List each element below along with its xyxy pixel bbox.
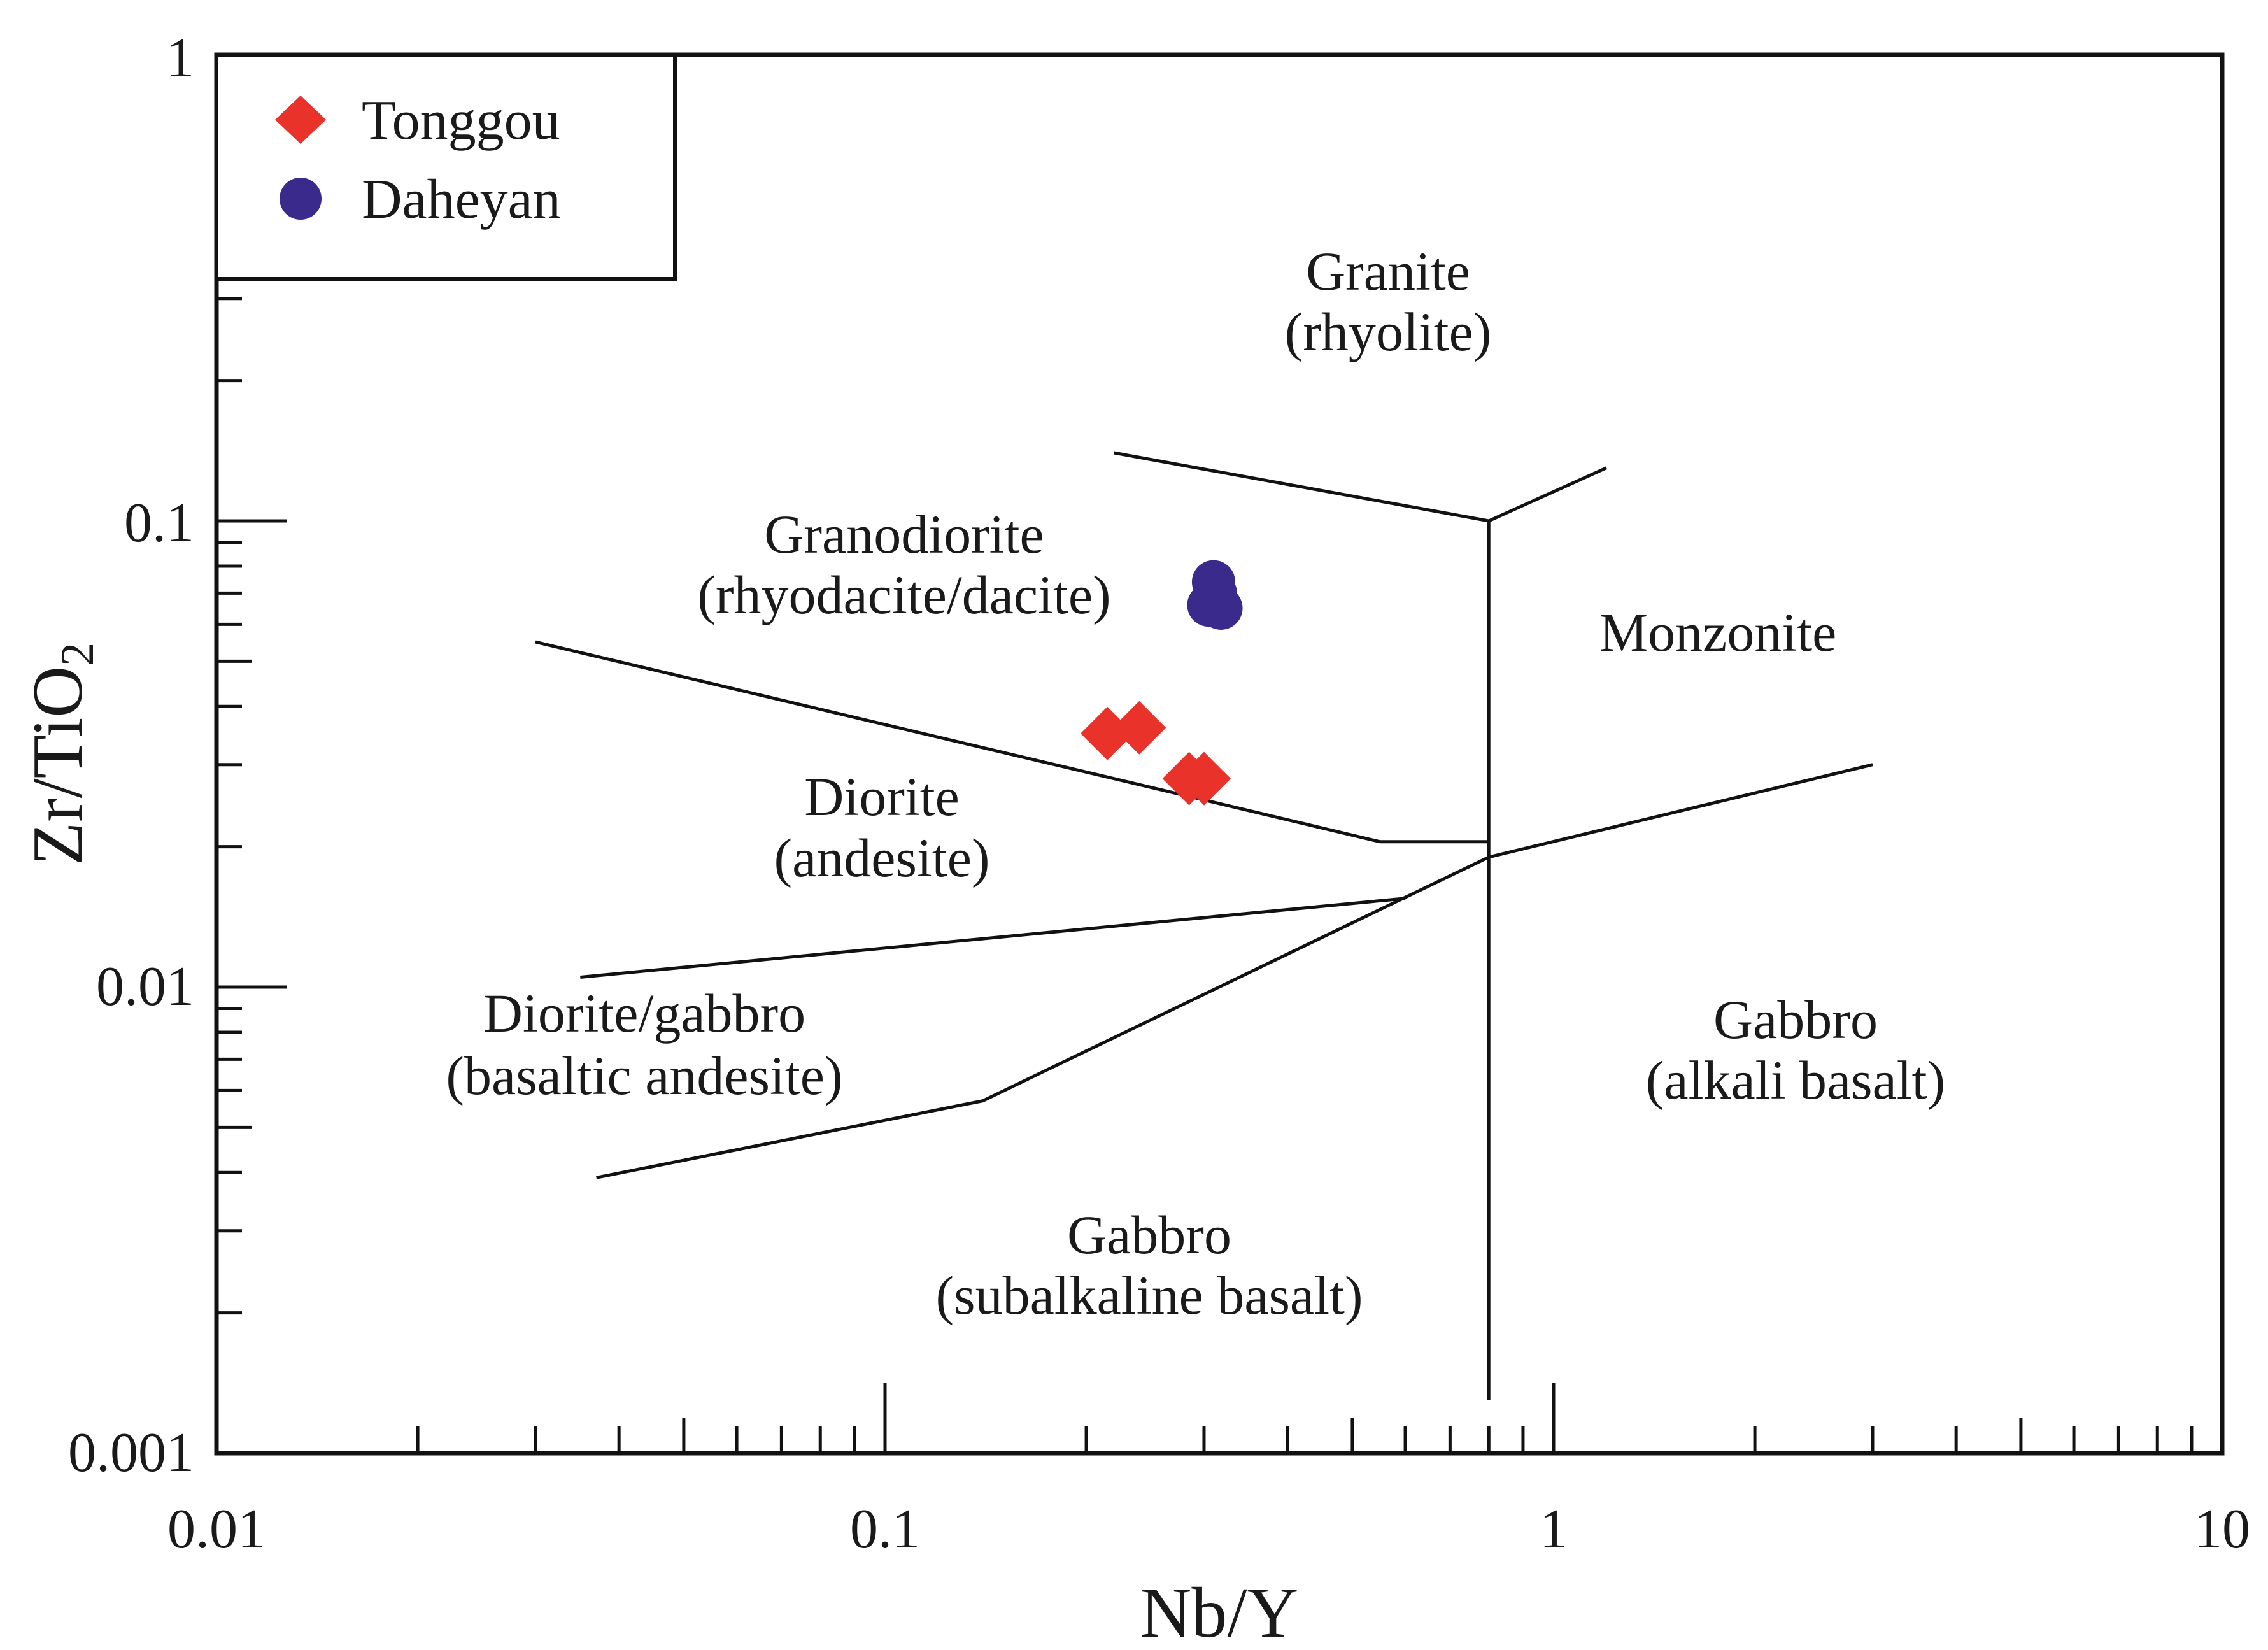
field-label-line: (alkali basalt) (1646, 1049, 1945, 1111)
field-label-line: Granodiorite (764, 504, 1044, 565)
field-label-line: Diorite (804, 766, 960, 827)
y-axis-title-main: Zr/TiO (18, 666, 97, 865)
legend-marker-daheyan (280, 178, 322, 220)
y-tick-label: 0.1 (124, 492, 194, 554)
y-axis-title: Zr/TiO2 (18, 643, 104, 865)
field-label-gabbro-subalkaline: Gabbro (subalkaline basalt) (935, 1204, 1363, 1326)
field-label-line: (rhyodacite/dacite) (697, 564, 1110, 625)
x-tick-label: 0.01 (167, 1498, 266, 1560)
field-label-line: (basaltic andesite) (446, 1045, 842, 1106)
field-label-gabbro-alkali: Gabbro (alkali basalt) (1646, 989, 1945, 1111)
data-points (1081, 560, 1243, 806)
y-tick-label: 0.01 (96, 956, 194, 1018)
x-axis-title: Nb/Y (1140, 1574, 1299, 1650)
field-label-granodiorite: Granodiorite (rhyodacite/dacite) (697, 504, 1110, 625)
field-label-line: Gabbro (1067, 1204, 1231, 1265)
field-boundary-line (535, 640, 1489, 844)
field-label-diorite-gabbro: Diorite/gabbro (basaltic andesite) (446, 983, 842, 1106)
field-label-line: (andesite) (774, 827, 989, 888)
plot-frame (214, 52, 2225, 1456)
y-tick-label: 1 (166, 27, 194, 89)
field-label-diorite: Diorite (andesite) (774, 766, 989, 888)
legend-label-tonggou: Tonggou (362, 90, 560, 152)
x-tick-label: 10 (2194, 1498, 2250, 1560)
legend-label-daheyan: Daheyan (362, 169, 561, 231)
axis-ticks (216, 74, 2194, 1453)
field-boundary-line (580, 897, 1406, 979)
data-point-tonggou (1112, 701, 1166, 755)
field-label-line: Monzonite (1599, 602, 1837, 663)
field-boundary-line (596, 763, 1873, 1179)
legend-box (215, 53, 677, 281)
data-point-daheyan (1193, 571, 1237, 615)
field-boundary-line (1114, 451, 1608, 523)
x-tick-label: 1 (1540, 1498, 1568, 1560)
field-label-line: (subalkaline basalt) (935, 1265, 1363, 1326)
field-label-line: Gabbro (1713, 989, 1878, 1050)
legend: Tonggou Daheyan (215, 53, 677, 281)
data-point-tonggou (1177, 751, 1231, 806)
y-tick-label: 0.001 (68, 1422, 194, 1484)
x-tick-label: 0.1 (850, 1498, 920, 1560)
y-axis-title-subscript: 2 (52, 643, 104, 666)
field-label-line: Diorite/gabbro (483, 983, 805, 1044)
field-label-line: (rhyolite) (1285, 301, 1492, 362)
legend-marker-tonggou (275, 96, 326, 144)
field-label-line: Granite (1306, 241, 1470, 302)
field-label-granite: Granite (rhyolite) (1285, 241, 1492, 362)
field-label-monzonite: Monzonite (1599, 602, 1837, 663)
field-boundaries (535, 451, 1873, 1400)
